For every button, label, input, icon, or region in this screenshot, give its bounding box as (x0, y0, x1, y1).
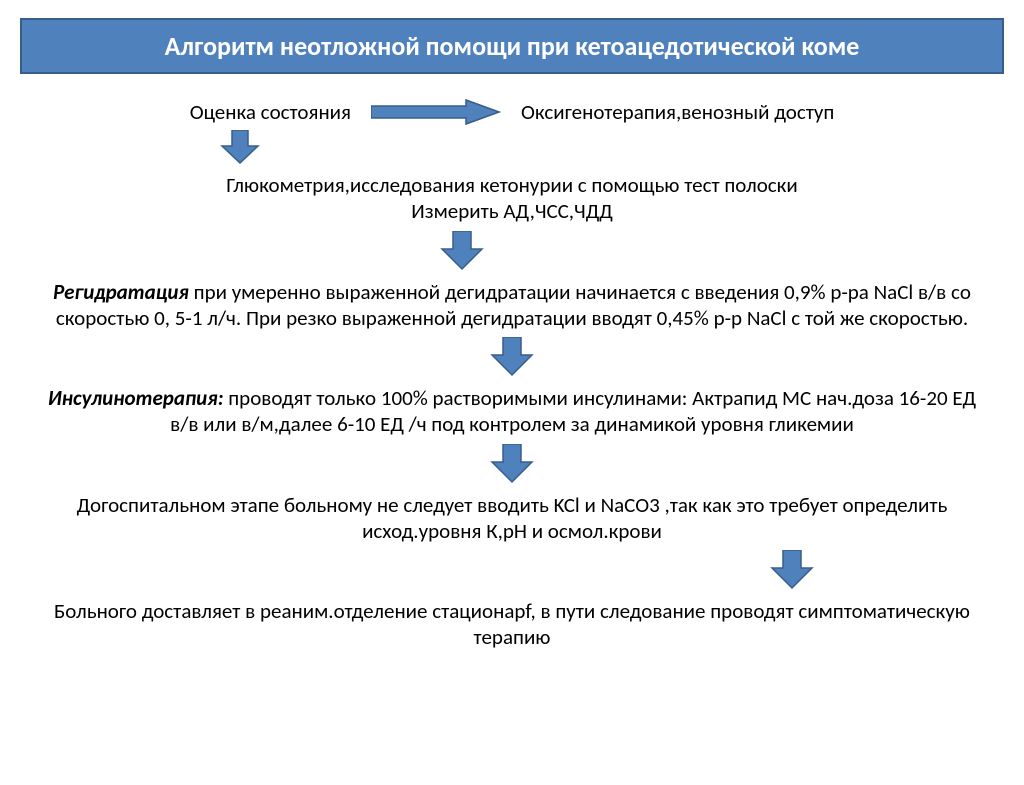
step2-line2: Измерить АД,ЧСС,ЧДД (40, 198, 984, 224)
arrow-down-icon (220, 130, 1024, 164)
arrow-down-icon (0, 550, 814, 590)
step3-block: Регидратация при умеренно выраженной дег… (40, 279, 984, 332)
step1-left: Оценка состояния (190, 99, 351, 125)
step6-block: Больного доставляет в реаним.отделение с… (40, 598, 984, 651)
arrow-down-icon (0, 231, 1024, 271)
title-bar: Алгоритм неотложной помощи при кетоацедо… (20, 18, 1004, 74)
step2-line1: Глюкометрия,исследования кетонурии с пом… (40, 172, 984, 198)
step5-block: Догоспитальном этапе больному не следует… (40, 492, 984, 545)
title-text: Алгоритм неотложной помощи при кетоацедо… (165, 30, 860, 62)
step3-rest: при умеренно выраженной дегидратации нач… (56, 279, 971, 331)
step1-right: Оксигенотерапия,венозный доступ (521, 99, 834, 125)
arrow-down-icon (0, 444, 1024, 484)
row-step1: Оценка состояния Оксигенотерапия,венозны… (0, 98, 1024, 126)
step4-bold: Инсулинотерапия: (48, 385, 224, 411)
arrow-right-icon (371, 98, 501, 126)
step3-bold: Регидратация (53, 279, 189, 305)
arrow-down-icon (0, 337, 1024, 377)
step2-block: Глюкометрия,исследования кетонурии с пом… (40, 172, 984, 225)
step4-rest: проводят только 100% растворимыми инсули… (170, 385, 976, 437)
step4-block: Инсулинотерапия: проводят только 100% ра… (40, 385, 984, 438)
